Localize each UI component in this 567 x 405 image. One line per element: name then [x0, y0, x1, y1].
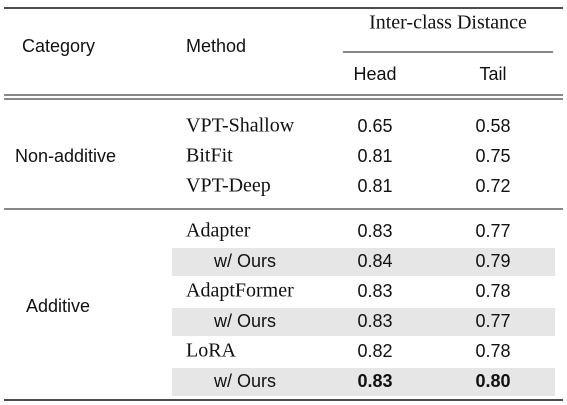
value-cell: 0.79 — [475, 251, 510, 271]
value-cell: 0.78 — [475, 341, 510, 361]
value-cell: 0.75 — [475, 146, 510, 166]
category-label: Non-additive — [15, 146, 116, 166]
method-label: LoRA — [186, 340, 237, 362]
header-category: Category — [22, 36, 95, 56]
category-label: Additive — [26, 296, 90, 316]
method-label: VPT-Deep — [186, 175, 271, 197]
header-group: Inter-class Distance — [369, 12, 527, 34]
header-method: Method — [186, 36, 246, 56]
value-cell: 0.77 — [475, 221, 510, 241]
value-cell: 0.82 — [357, 341, 392, 361]
row-highlight — [172, 368, 555, 396]
row-highlight — [172, 248, 555, 276]
method-label: w/ Ours — [213, 311, 276, 331]
value-cell: 0.78 — [475, 281, 510, 301]
value-cell: 0.72 — [475, 176, 510, 196]
row-highlight — [172, 308, 555, 336]
method-label: w/ Ours — [213, 371, 276, 391]
value-cell: 0.84 — [357, 251, 392, 271]
value-cell: 0.81 — [357, 146, 392, 166]
table-body: Non-additive VPT-Shallow 0.65 0.58 BitFit 0.8… — [15, 115, 555, 396]
value-cell: 0.81 — [357, 176, 392, 196]
value-cell: 0.65 — [357, 116, 392, 136]
value-cell: 0.83 — [357, 221, 392, 241]
method-label: Adapter — [186, 220, 251, 242]
method-label: w/ Ours — [213, 251, 276, 271]
value-cell: 0.83 — [357, 281, 392, 301]
method-label: AdaptFormer — [186, 280, 294, 302]
method-label: VPT-Shallow — [186, 115, 295, 137]
value-cell: 0.83 — [357, 311, 392, 331]
method-label: BitFit — [186, 145, 233, 167]
value-cell: 0.77 — [475, 311, 510, 331]
value-cell: 0.58 — [475, 116, 510, 136]
header-head: Head — [353, 64, 396, 84]
value-cell: 0.83 — [357, 371, 392, 391]
value-cell: 0.80 — [475, 371, 510, 391]
header-tail: Tail — [479, 64, 506, 84]
